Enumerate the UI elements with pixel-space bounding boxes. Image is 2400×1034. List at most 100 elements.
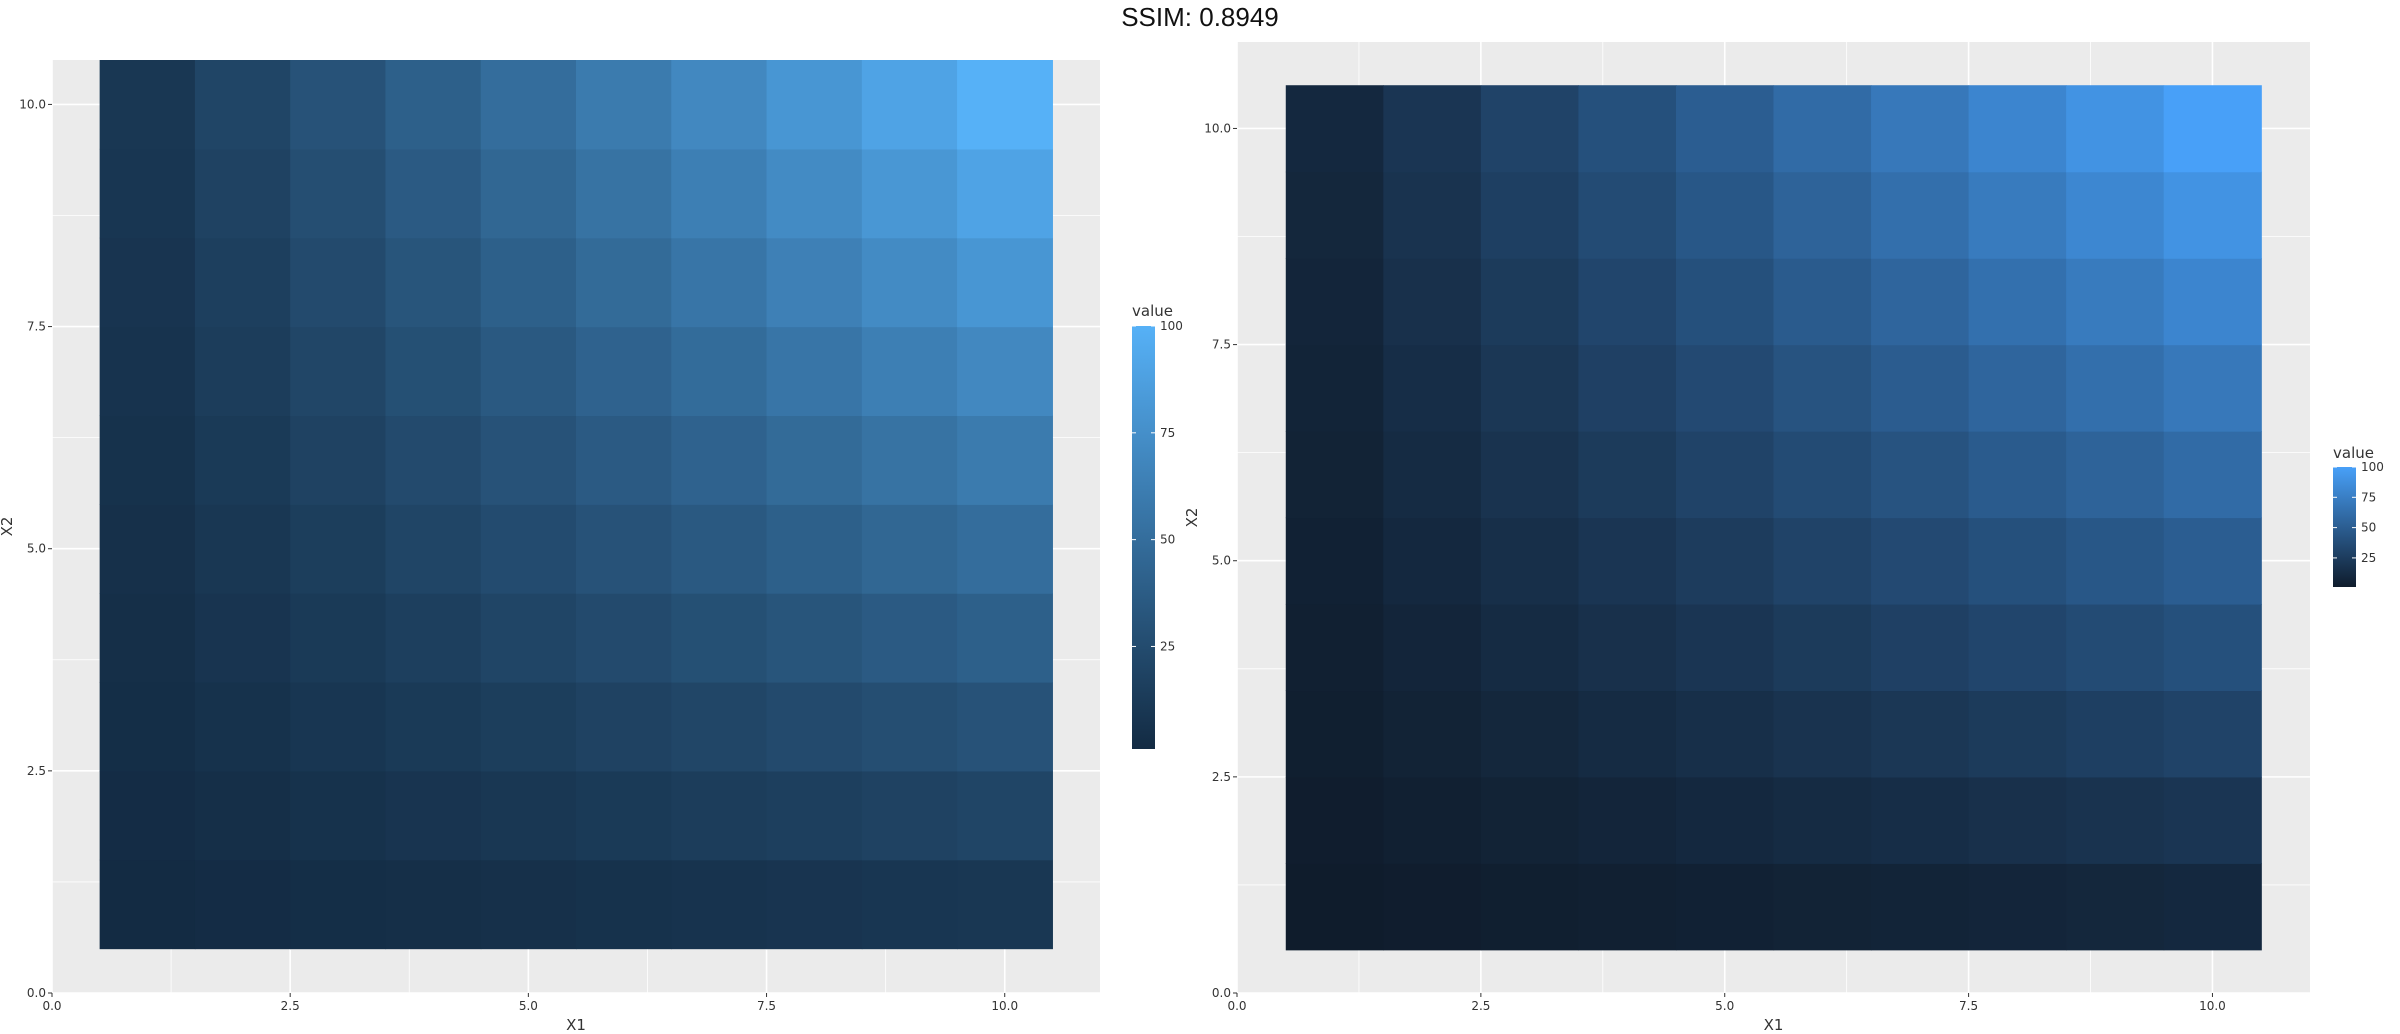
legend-tick-label: 75 (2361, 490, 2376, 504)
heatmap-tile (1773, 85, 1872, 173)
heatmap-tile (1480, 690, 1580, 778)
legend-tick-label: 50 (1160, 533, 1175, 547)
heatmap-tile (766, 415, 863, 505)
heatmap-tile (290, 326, 387, 417)
heatmap-tile (1773, 171, 1872, 259)
heatmap-tile (1675, 603, 1775, 692)
heatmap-tile (290, 504, 387, 594)
heatmap-tile (1383, 690, 1482, 778)
heatmap-tile (1773, 517, 1872, 605)
heatmap-tile (1871, 171, 1970, 259)
heatmap-tile (957, 682, 1053, 772)
heatmap-tile (1383, 431, 1482, 519)
y-axis-title: X2 (1183, 508, 1201, 528)
heatmap-tile (1383, 171, 1482, 259)
heatmap-tile (2163, 258, 2262, 346)
heatmap-tile (576, 770, 672, 861)
x-tick-label: 5.0 (519, 999, 538, 1013)
y-axis-title: X2 (0, 517, 16, 537)
heatmap-tile (99, 326, 196, 417)
heatmap-tile (385, 326, 482, 417)
heatmap-tile (1968, 258, 2067, 346)
heatmap-tile (671, 237, 768, 328)
heatmap-tile (671, 682, 768, 772)
x-axis-title: X1 (1764, 1016, 1784, 1034)
heatmap-tile (1871, 344, 1970, 432)
heatmap-tile (766, 682, 863, 772)
heatmap-tile (99, 504, 196, 594)
heatmap-tile (385, 770, 482, 861)
x-tick-label: 10.0 (991, 999, 1018, 1013)
heatmap-tile (1285, 344, 1384, 432)
x-tick-label: 2.5 (281, 999, 300, 1013)
heatmap-tile (194, 504, 291, 594)
heatmap-tile (766, 504, 863, 594)
heatmap-tile (1383, 863, 1482, 951)
legend-tick-label: 100 (2361, 460, 2384, 474)
heatmap-tile (671, 60, 768, 150)
legend-title: value (1132, 302, 1173, 320)
heatmap-tile (2066, 776, 2165, 864)
heatmap-tile (1773, 344, 1872, 432)
heatmap-tile (1968, 603, 2067, 692)
heatmap-tile (480, 770, 577, 861)
heatmap-tile (1773, 431, 1872, 519)
heatmap-tile (2066, 344, 2165, 432)
y-tick-label: 2.5 (1212, 770, 1231, 784)
heatmap-tile (766, 593, 863, 683)
heatmap-tile (2163, 344, 2262, 432)
heatmap-tile (480, 593, 577, 683)
x-tick-label: 10.0 (2199, 999, 2226, 1013)
heatmap-tile (957, 237, 1053, 328)
x-tick-label: 0.0 (1227, 999, 1246, 1013)
heatmap-tile (671, 148, 768, 239)
heatmap-tile (194, 60, 291, 150)
heatmap-tile (99, 859, 196, 950)
heatmap-tile (1383, 776, 1482, 864)
heatmap-tile (1285, 258, 1384, 346)
y-tick-label: 0.0 (27, 986, 46, 1000)
heatmap-tile (1675, 85, 1775, 173)
heatmap-tile (99, 682, 196, 772)
heatmap-tile (671, 326, 768, 417)
heatmap-tile (2066, 517, 2165, 605)
heatmap-tile (480, 237, 577, 328)
heatmap-tile (1675, 258, 1775, 346)
heatmap-tile (1968, 431, 2067, 519)
heatmap-tile (861, 415, 958, 505)
heatmap-tile (1578, 690, 1677, 778)
y-tick-label: 2.5 (27, 764, 46, 778)
heatmap-tile (2163, 171, 2262, 259)
y-tick-label: 10.0 (1204, 121, 1231, 135)
x-tick-label: 2.5 (1471, 999, 1490, 1013)
legend-title: value (2333, 444, 2374, 462)
heatmap-tile (480, 148, 577, 239)
heatmap-tile (480, 326, 577, 417)
heatmap-tile (576, 593, 672, 683)
heatmap-tile (1383, 258, 1482, 346)
heatmap-tile (766, 770, 863, 861)
heatmap-tile (1773, 863, 1872, 951)
y-tick-label: 10.0 (19, 97, 46, 111)
heatmap-tile (290, 237, 387, 328)
heatmap-tile (861, 326, 958, 417)
x-tick-label: 7.5 (1959, 999, 1978, 1013)
heatmap-tile (1285, 171, 1384, 259)
heatmap-tile (2163, 85, 2262, 173)
legend-tick-label: 25 (1160, 639, 1175, 653)
comparison-title: SSIM: 0.8949 (1121, 2, 1279, 32)
heatmap-tile (194, 326, 291, 417)
y-tick-label: 5.0 (27, 542, 46, 556)
heatmap-tile (1480, 863, 1580, 951)
heatmap-tile (576, 326, 672, 417)
heatmap-tile (194, 237, 291, 328)
heatmap-tile (861, 237, 958, 328)
heatmap-tile (1578, 344, 1677, 432)
heatmap-tile (99, 593, 196, 683)
legend-colorbar (2333, 467, 2356, 587)
heatmap-tile (99, 415, 196, 505)
heatmap-tile (480, 415, 577, 505)
heatmap-tile (1675, 171, 1775, 259)
heatmap-tile (1578, 431, 1677, 519)
heatmap-tile (385, 504, 482, 594)
